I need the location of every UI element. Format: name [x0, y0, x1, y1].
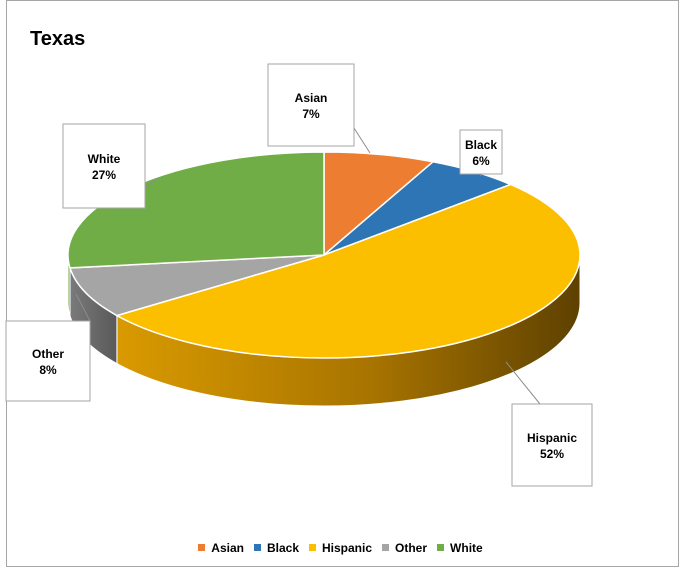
data-label-box-asian: [267, 63, 355, 147]
leader-line-hispanic: [505, 361, 541, 405]
legend-item-other: Other: [382, 541, 427, 555]
legend-item-black: Black: [253, 540, 299, 555]
chart-title: Texas: [30, 28, 86, 50]
legend-swatch-other: [382, 544, 390, 551]
leader-line-asian: [353, 127, 371, 154]
data-label-box-other: [5, 320, 91, 402]
data-label-box-white: [62, 123, 146, 209]
legend-item-asian: Asian: [198, 541, 244, 555]
leader-line-other: [75, 293, 91, 322]
legend-label-black: Black: [266, 540, 299, 555]
legend-label-hispanic: Hispanic: [322, 540, 373, 555]
data-label-name-other: Other: [32, 347, 64, 361]
legend-swatch-white: [437, 544, 445, 551]
legend-item-white: White: [437, 541, 483, 555]
chart-legend: Asian Black Hispanic Other White: [0, 540, 681, 555]
data-label-name-black: Black: [465, 138, 497, 152]
data-label-name-asian: Asian: [295, 91, 328, 105]
data-label-value-hispanic: 52%: [540, 447, 564, 461]
data-label-value-white: 27%: [92, 168, 116, 182]
legend-label-asian: Asian: [211, 540, 244, 555]
legend-label-other: Other: [395, 540, 428, 555]
data-label-value-black: 6%: [472, 154, 490, 168]
slice-other: [69, 254, 325, 317]
legend-swatch-black: [253, 544, 261, 551]
legend-label-white: White: [450, 540, 483, 555]
data-label-value-other: 8%: [39, 363, 57, 377]
data-label-name-white: White: [88, 152, 121, 166]
leader-line-white: [144, 177, 159, 189]
legend-item-hispanic: Hispanic: [309, 541, 372, 555]
legend-swatch-asian: [198, 544, 206, 551]
data-label-box-hispanic: [511, 403, 593, 487]
slice-asian: [323, 151, 435, 257]
data-label-value-asian: 7%: [302, 107, 320, 121]
data-label-name-hispanic: Hispanic: [527, 431, 577, 445]
legend-swatch-hispanic: [309, 544, 316, 551]
slice-hispanic: [114, 183, 581, 359]
data-label-box-black: [459, 129, 503, 175]
